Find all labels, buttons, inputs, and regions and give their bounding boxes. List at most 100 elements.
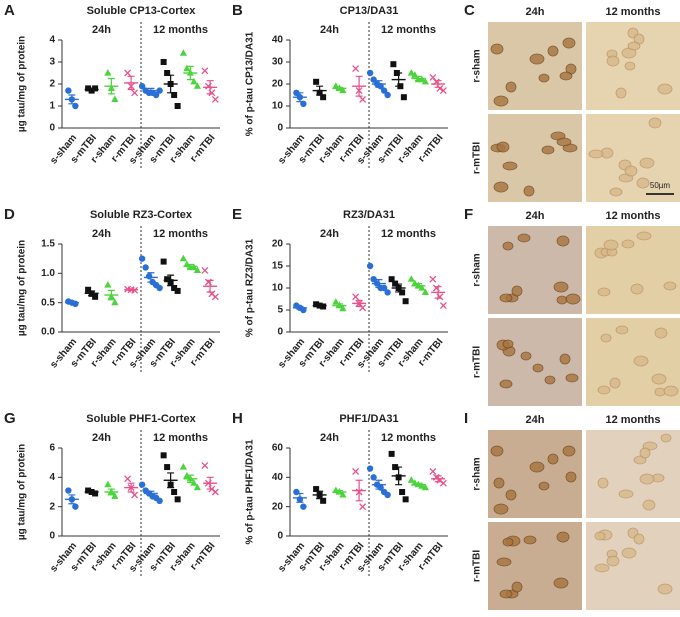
error-bar xyxy=(335,489,343,495)
point xyxy=(164,464,171,471)
error-bar xyxy=(167,472,175,489)
cell xyxy=(490,43,504,55)
cell xyxy=(556,137,572,147)
error-bar xyxy=(335,303,343,308)
point xyxy=(138,83,146,90)
error-bar xyxy=(127,482,135,493)
y-tick-label: 40 xyxy=(272,35,284,46)
cell xyxy=(553,577,569,589)
y-axis-label: µg tau/mg of protein xyxy=(17,240,28,336)
cell xyxy=(565,471,577,483)
group-label: 24h xyxy=(92,24,111,36)
row-label: r-mTBI xyxy=(472,142,483,174)
point xyxy=(142,264,149,271)
point xyxy=(384,491,391,499)
cell xyxy=(499,293,513,303)
point xyxy=(388,450,395,457)
error-bar xyxy=(127,288,135,291)
y-tick-label: 0 xyxy=(277,123,283,134)
point xyxy=(320,94,327,101)
point xyxy=(104,69,112,76)
cell xyxy=(547,453,559,465)
panel-letter: D xyxy=(4,206,15,223)
row-label: r-mTBI xyxy=(472,346,483,378)
cell xyxy=(511,285,523,297)
point xyxy=(439,87,447,95)
chart-title: Soluble RZ3-Cortex xyxy=(90,209,193,221)
y-axis-label: % of p-tau CP13/DA31 xyxy=(245,31,256,136)
cell xyxy=(517,233,531,243)
cell xyxy=(627,41,641,51)
group-label: 24h xyxy=(92,432,111,444)
chart-title: CP13/DA31 xyxy=(340,5,399,17)
cell xyxy=(651,373,667,385)
chart-title: PHF1/DA31 xyxy=(339,413,398,425)
cell xyxy=(654,327,668,339)
cell xyxy=(553,281,569,293)
cell xyxy=(657,83,673,95)
cell xyxy=(639,473,655,485)
cell xyxy=(565,293,581,305)
chart-title: RZ3/DA31 xyxy=(343,209,395,221)
point xyxy=(171,285,178,291)
cell xyxy=(615,87,627,99)
cell xyxy=(588,149,604,159)
cell xyxy=(615,325,629,335)
point xyxy=(380,87,388,94)
cell xyxy=(523,185,535,197)
y-tick-label: 6 xyxy=(49,443,55,454)
panel-letter: C xyxy=(464,2,475,19)
y-tick-label: 0.0 xyxy=(41,327,55,338)
point xyxy=(359,304,367,312)
point xyxy=(124,475,132,483)
point xyxy=(402,496,409,503)
cell xyxy=(597,477,609,489)
cell xyxy=(636,231,652,241)
point xyxy=(439,479,447,487)
point xyxy=(160,452,167,459)
point xyxy=(300,100,307,108)
cell xyxy=(541,145,555,155)
cell xyxy=(556,295,568,305)
micrograph xyxy=(488,22,582,110)
panel-letter: I xyxy=(464,410,468,427)
y-tick-label: 4 xyxy=(49,472,55,483)
point xyxy=(72,503,79,510)
point xyxy=(138,255,146,262)
cell xyxy=(529,461,545,473)
point xyxy=(421,288,429,295)
point xyxy=(439,302,447,310)
error-bar xyxy=(206,476,214,490)
y-tick-label: 5 xyxy=(277,305,283,316)
point xyxy=(85,286,92,293)
cell xyxy=(493,503,509,515)
point xyxy=(400,94,407,101)
point xyxy=(300,503,307,510)
error-bar xyxy=(296,305,304,310)
point xyxy=(193,266,201,273)
point xyxy=(104,480,112,488)
point xyxy=(92,293,99,300)
y-tick-label: 0 xyxy=(49,123,55,134)
y-tick-label: 30 xyxy=(272,57,284,68)
error-bar xyxy=(88,490,96,494)
cell xyxy=(505,489,517,501)
error-bar xyxy=(355,479,363,502)
error-bar xyxy=(355,299,363,308)
point xyxy=(65,487,72,494)
cell xyxy=(520,351,532,361)
error-bar xyxy=(68,494,76,505)
column-label: 12 months xyxy=(605,414,660,426)
cell xyxy=(532,363,544,373)
point xyxy=(370,474,377,481)
cell xyxy=(639,157,655,169)
cell xyxy=(523,535,537,545)
y-tick-label: 4 xyxy=(49,35,55,46)
cell xyxy=(609,187,623,197)
error-bar xyxy=(434,286,442,299)
cell xyxy=(648,117,662,129)
point xyxy=(201,67,209,75)
cell xyxy=(493,477,505,489)
cell xyxy=(493,181,509,193)
